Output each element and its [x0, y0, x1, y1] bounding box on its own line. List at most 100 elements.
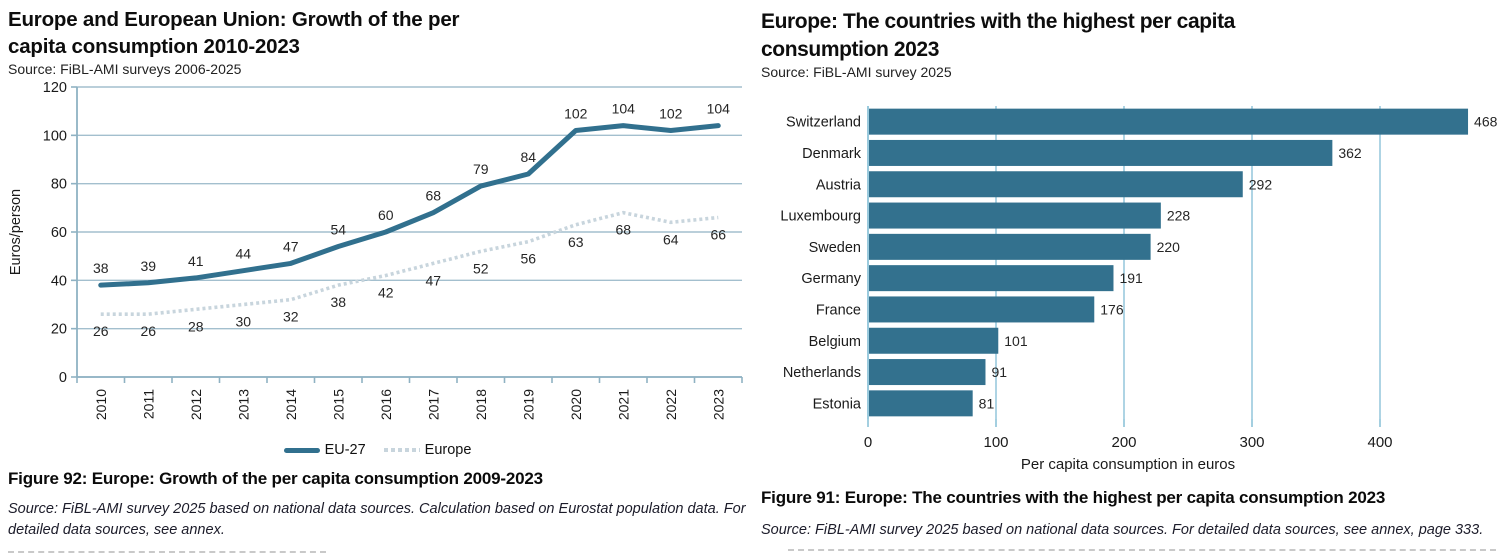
figure-92-caption-source: Source: FiBL-AMI survey 2025 based on na… — [8, 501, 746, 539]
data-point-label: 56 — [520, 251, 536, 267]
bar-value-label: 292 — [1249, 177, 1273, 193]
data-point-label: 30 — [235, 314, 251, 330]
bar-chart-source: Source: FiBL-AMI survey 2025 — [761, 64, 952, 81]
data-point-label: 68 — [615, 222, 631, 238]
bar-value-label: 468 — [1474, 114, 1498, 130]
y-axis-tick-label: 20 — [51, 322, 67, 338]
bar-value-label: 101 — [1004, 333, 1028, 349]
bar — [869, 296, 1095, 323]
x-axis-year-label: 2018 — [473, 389, 489, 420]
bar-value-label: 176 — [1100, 302, 1124, 318]
data-point-label: 47 — [425, 273, 441, 289]
europe-line-swatch-icon — [383, 448, 420, 453]
x-axis-tick-label: 0 — [864, 434, 872, 451]
data-point-label: 47 — [283, 239, 299, 255]
bar-category-label: Luxembourg — [780, 209, 861, 225]
x-axis-year-label: 2017 — [425, 389, 441, 420]
y-axis-tick-label: 40 — [51, 273, 67, 289]
line-chart-title-line1: Europe and European Union: Growth of the… — [8, 8, 460, 31]
y-axis-title: Euros/person — [8, 189, 24, 275]
x-axis-year-label: 2013 — [235, 389, 251, 420]
data-point-label: 38 — [93, 260, 109, 276]
bar-value-label: 81 — [979, 396, 995, 412]
data-point-label: 42 — [378, 285, 394, 301]
data-point-label: 104 — [707, 101, 731, 117]
bar-value-label: 191 — [1119, 271, 1143, 287]
x-axis-title: Per capita consumption in euros — [1021, 456, 1235, 473]
line-chart-canvas: 0 20 40 60 80 100 120 2010 2011 2012 2013 2014 2015 2… — [8, 80, 743, 420]
bar-value-label: 91 — [991, 364, 1007, 380]
x-axis-year-label: 2015 — [330, 389, 346, 420]
bar-chart-title: Europe: The countries with the highest p… — [761, 8, 1498, 63]
data-point-label: 79 — [473, 161, 489, 177]
bar-category-label: Sweden — [809, 240, 861, 256]
bar — [869, 390, 973, 417]
data-point-label: 60 — [378, 207, 394, 223]
line-chart-title: Europe and European Union: Growth of the… — [8, 6, 750, 60]
x-axis-year-label: 2010 — [93, 389, 109, 420]
line-chart-legend: EU-27 Europe — [5, 439, 750, 461]
bar-chart-title-line1: Europe: The countries with the highest p… — [761, 10, 1235, 33]
y-axis-tick-label: 80 — [51, 177, 67, 193]
bar — [869, 328, 999, 355]
x-axis-year-label: 2014 — [283, 389, 299, 420]
bar-chart-title-line2: consumption 2023 — [761, 37, 939, 61]
line-chart-source: Source: FiBL-AMI surveys 2006-2025 — [8, 61, 242, 78]
x-axis-year-label: 2019 — [520, 389, 536, 420]
bar — [869, 202, 1161, 229]
data-point-label: 68 — [425, 188, 441, 204]
x-axis-year-label: 2016 — [378, 389, 394, 420]
data-point-label: 104 — [612, 101, 636, 117]
data-point-label: 84 — [520, 149, 536, 165]
bar-category-label: Belgium — [809, 334, 861, 350]
data-point-label: 44 — [235, 246, 251, 262]
bar — [869, 359, 986, 386]
data-point-label: 102 — [659, 106, 683, 122]
y-axis-tick-label: 60 — [51, 225, 67, 241]
data-point-label: 28 — [188, 318, 204, 334]
x-axis-year-label: 2023 — [710, 389, 726, 420]
data-point-label: 102 — [564, 106, 588, 122]
data-point-label: 38 — [330, 294, 346, 310]
x-axis-year-label: 2022 — [663, 389, 679, 420]
x-axis-tick-label: 300 — [1239, 434, 1264, 451]
europe-line-series — [100, 210, 719, 317]
data-point-label: 41 — [188, 253, 204, 269]
y-axis-tick-label: 120 — [43, 80, 67, 96]
bar-category-label: Germany — [801, 272, 861, 288]
page-bottom-dashed-rule-right — [788, 549, 1496, 551]
bar — [869, 265, 1114, 292]
x-axis-year-label: 2012 — [188, 389, 204, 420]
eu27-line-swatch-icon — [283, 447, 320, 453]
bar-category-label: Netherlands — [783, 365, 861, 381]
data-point-label: 32 — [283, 309, 299, 325]
x-axis-tick-label: 200 — [1111, 434, 1136, 451]
legend-item-europe: Europe — [383, 442, 471, 458]
bar-chart-canvas: 0 100 200 300 400 Switzerland 468 Denmark 362 Aus… — [780, 106, 1498, 473]
x-axis-year-label: 2021 — [615, 389, 631, 420]
bar-category-label: Switzerland — [786, 115, 861, 131]
x-axis-year-label: 2011 — [140, 389, 156, 419]
y-axis-tick-label: 100 — [43, 128, 67, 144]
figure-91-bar-chart: Europe: The countries with the highest p… — [758, 0, 1498, 541]
figure-91-caption: Figure 91: Europe: The countries with th… — [761, 488, 1386, 508]
figure-92-line-chart: Europe and European Union: Growth of the… — [5, 0, 750, 541]
bar — [869, 171, 1243, 198]
page-bottom-dashed-rule-left — [8, 551, 326, 553]
bar — [869, 109, 1469, 136]
data-point-label: 26 — [93, 323, 109, 339]
x-axis-year-label: 2020 — [568, 389, 584, 420]
bar-value-label: 228 — [1167, 208, 1191, 224]
data-point-label: 52 — [473, 260, 489, 276]
legend-item-eu27: EU-27 — [283, 442, 366, 458]
data-point-label: 64 — [663, 231, 679, 247]
figure-91-caption-source: Source: FiBL-AMI survey 2025 based on na… — [761, 522, 1484, 539]
eu27-line-series — [98, 123, 721, 288]
bar-value-label: 362 — [1338, 145, 1362, 161]
data-point-label: 39 — [140, 258, 156, 274]
x-axis-tick-label: 100 — [983, 434, 1008, 451]
figure-92-caption: Figure 92: Europe: Growth of the per cap… — [8, 469, 543, 489]
line-chart-title-line2: capita consumption 2010-2023 — [8, 35, 300, 59]
data-point-label: 63 — [568, 234, 584, 250]
